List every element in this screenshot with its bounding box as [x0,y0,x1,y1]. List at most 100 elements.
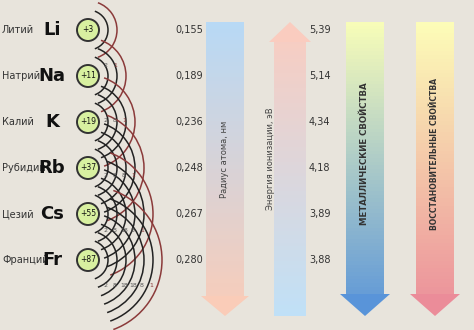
Bar [274,268,306,272]
Bar [416,239,454,243]
Bar [416,206,454,210]
Bar [346,202,384,206]
Bar [416,169,454,173]
Circle shape [77,19,99,41]
Bar [346,132,384,136]
Text: 4,18: 4,18 [309,163,330,173]
Bar [206,224,244,228]
Bar [274,117,306,121]
Bar [206,235,244,239]
Bar [416,107,454,110]
Polygon shape [410,294,460,316]
Bar [346,22,384,26]
Bar [416,55,454,59]
Bar [274,125,306,129]
Bar [274,107,306,110]
Bar [416,272,454,276]
Circle shape [77,157,99,179]
Bar [206,132,244,136]
Text: Литий: Литий [2,25,34,35]
Bar [274,309,306,312]
Bar [206,59,244,62]
Bar [346,48,384,51]
Bar [206,176,244,180]
Bar [346,29,384,33]
Bar [274,110,306,114]
Bar [346,290,384,294]
Bar [206,169,244,173]
Bar [206,250,244,253]
Bar [274,51,306,55]
Bar [206,286,244,290]
Bar [274,44,306,48]
Text: +19: +19 [80,117,96,126]
Bar [346,51,384,55]
Bar [274,231,306,235]
Bar [346,206,384,210]
Bar [416,29,454,33]
Text: +55: +55 [80,210,96,218]
Text: 8: 8 [113,118,117,123]
Bar [206,272,244,276]
Text: Энергия ионизации, эВ: Энергия ионизации, эВ [266,108,275,210]
Text: 3,89: 3,89 [309,209,330,219]
Bar [346,140,384,143]
Text: 8: 8 [113,283,117,288]
Bar [274,103,306,107]
Text: Na: Na [38,67,65,85]
Text: 8: 8 [131,228,135,233]
Bar [346,169,384,173]
Bar [416,48,454,51]
Bar [416,261,454,265]
Bar [346,213,384,217]
Bar [206,220,244,224]
Bar [206,140,244,143]
Bar [416,231,454,235]
Bar [274,202,306,206]
Text: +37: +37 [80,163,96,173]
Bar [346,74,384,77]
Bar [206,103,244,107]
Bar [346,154,384,158]
Bar [346,253,384,257]
Bar [416,51,454,55]
Bar [274,250,306,253]
Bar [274,176,306,180]
Bar [416,217,454,220]
Bar [416,158,454,162]
Bar [416,66,454,70]
Text: +11: +11 [80,72,96,81]
Text: +3: +3 [82,25,94,35]
Bar [206,129,244,132]
Bar [206,198,244,202]
Text: Франций: Франций [2,255,49,265]
Bar [346,250,384,253]
Bar [206,147,244,150]
Bar [346,286,384,290]
Bar [206,184,244,187]
Bar [346,84,384,88]
Bar [346,243,384,246]
Bar [346,176,384,180]
Bar [274,59,306,62]
Bar [416,210,454,213]
Bar [274,290,306,294]
Bar [274,70,306,74]
Bar [206,92,244,95]
Bar [274,286,306,290]
Bar [346,81,384,84]
Bar [416,88,454,92]
Bar [346,103,384,107]
Bar [206,143,244,147]
Bar [274,265,306,268]
Bar [416,81,454,84]
Text: 18: 18 [120,228,128,233]
Bar [346,125,384,129]
Circle shape [77,111,99,133]
Bar [206,180,244,184]
Bar [346,136,384,140]
Bar [416,276,454,279]
Bar [416,70,454,74]
Bar [274,198,306,202]
Text: K: K [45,113,59,131]
